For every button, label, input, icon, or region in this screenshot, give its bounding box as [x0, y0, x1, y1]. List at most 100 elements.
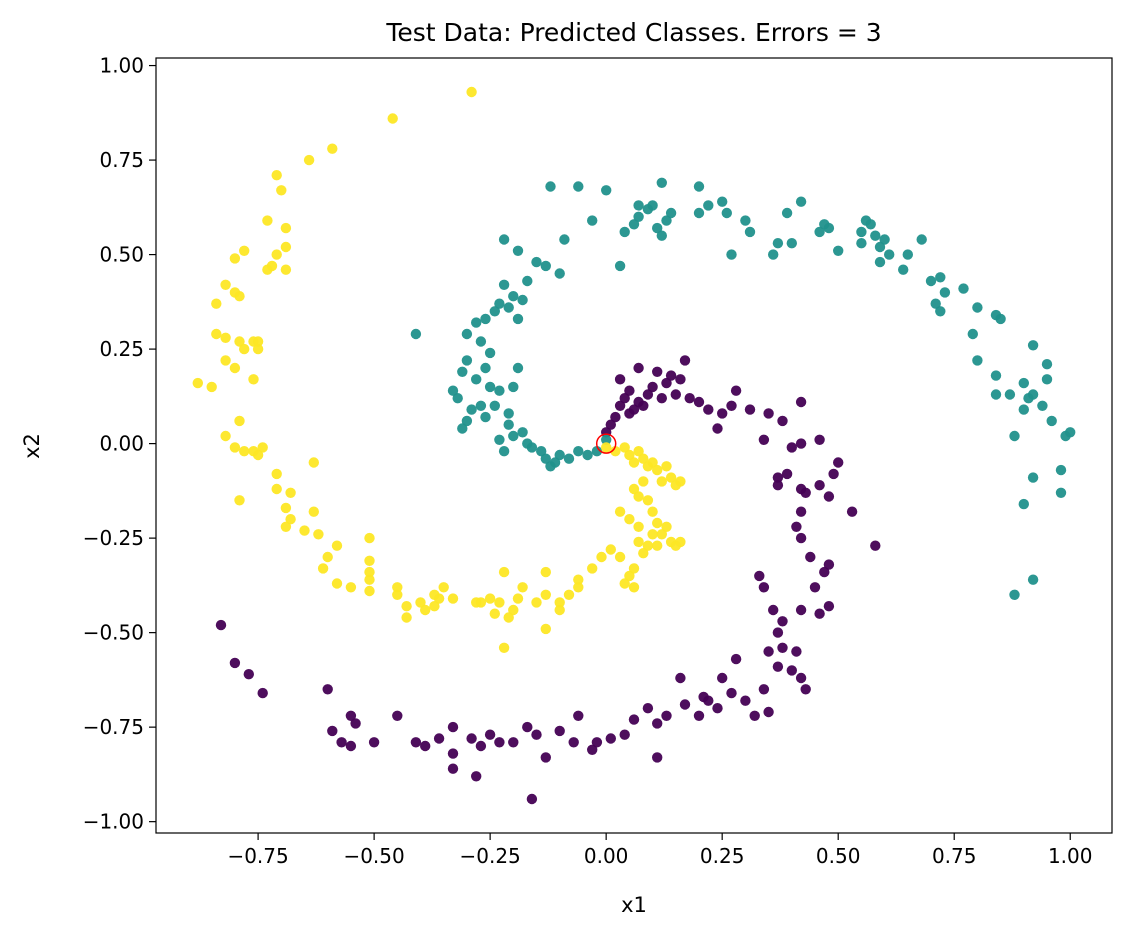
- scatter-point-class-0: [229, 657, 241, 669]
- scatter-point-class-0: [814, 434, 825, 445]
- scatter-point-class-0: [568, 737, 579, 748]
- scatter-point-class-2: [554, 597, 565, 608]
- scatter-point-class-2: [280, 241, 292, 253]
- scatter-point-class-2: [498, 642, 510, 653]
- scatter-point-class-2: [271, 170, 282, 181]
- scatter-point-class-1: [461, 415, 473, 427]
- scatter-point-class-0: [605, 733, 616, 744]
- scatter-point-class-2: [234, 415, 245, 427]
- scatter-point-class-1: [503, 408, 514, 419]
- scatter-point-class-2: [364, 585, 375, 597]
- scatter-point-class-2: [633, 446, 644, 457]
- scatter-point-class-2: [345, 582, 357, 593]
- scatter-point-class-1: [656, 177, 667, 188]
- scatter-point-class-1: [512, 362, 524, 374]
- scatter-point-class-2: [239, 446, 250, 457]
- scatter-point-class-0: [591, 737, 603, 748]
- scatter-point-class-0: [772, 472, 784, 483]
- scatter-point-class-0: [693, 396, 705, 408]
- scatter-point-class-0: [614, 400, 626, 411]
- scatter-point-class-2: [573, 582, 584, 593]
- scatter-point-class-2: [276, 185, 287, 196]
- scatter-point-class-2: [206, 381, 217, 393]
- scatter-point-class-2: [271, 483, 282, 495]
- scatter-point-class-2: [563, 589, 575, 600]
- scatter-point-class-2: [587, 563, 598, 574]
- scatter-point-class-2: [257, 442, 268, 453]
- scatter-point-class-1: [874, 256, 886, 268]
- scatter-point-class-1: [489, 400, 500, 411]
- scatter-point-class-2: [239, 343, 250, 355]
- scatter-point-class-0: [345, 710, 357, 721]
- y-tick-label: −0.25: [83, 526, 144, 550]
- scatter-point-class-1: [1018, 498, 1029, 510]
- scatter-point-class-2: [652, 517, 663, 529]
- scatter-point-class-1: [1055, 464, 1067, 476]
- y-tick-label: −0.50: [83, 621, 144, 645]
- scatter-point-class-2: [624, 514, 635, 525]
- scatter-point-class-1: [703, 200, 714, 211]
- scatter-point-class-1: [879, 234, 890, 245]
- scatter-point-class-1: [1037, 400, 1048, 411]
- scatter-point-class-2: [220, 279, 231, 290]
- scatter-point-class-2: [633, 491, 644, 502]
- scatter-point-class-1: [591, 446, 603, 457]
- scatter-point-class-2: [220, 332, 231, 343]
- scatter-point-class-0: [744, 404, 756, 415]
- scatter-point-class-0: [628, 714, 640, 725]
- scatter-point-class-1: [647, 200, 658, 211]
- scatter-point-class-1: [656, 230, 667, 241]
- scatter-point-class-0: [447, 748, 459, 759]
- scatter-point-class-1: [554, 449, 565, 461]
- scatter-point-class-1: [990, 370, 1002, 381]
- scatter-point-class-0: [633, 362, 644, 374]
- scatter-point-class-1: [972, 302, 983, 313]
- scatter-point-class-0: [679, 699, 691, 710]
- scatter-point-class-1: [447, 385, 459, 396]
- scatter-point-class-2: [420, 604, 431, 616]
- scatter-point-class-0: [809, 582, 821, 593]
- x-tick-label: −0.75: [227, 844, 288, 868]
- scatter-point-class-2: [262, 215, 273, 226]
- scatter-point-class-1: [740, 215, 751, 226]
- scatter-point-class-1: [484, 381, 496, 393]
- x-tick-label: 1.00: [1048, 844, 1093, 868]
- scatter-point-class-2: [647, 506, 658, 517]
- scatter-point-class-2: [531, 597, 542, 608]
- scatter-point-class-1: [693, 207, 705, 219]
- scatter-point-class-1: [1018, 404, 1029, 415]
- scatter-point-class-1: [498, 446, 510, 457]
- scatter-point-class-2: [642, 540, 654, 551]
- scatter-point-class-1: [652, 222, 663, 234]
- scatter-point-class-2: [429, 601, 440, 612]
- scatter-point-class-1: [1041, 359, 1053, 370]
- scatter-point-class-0: [624, 385, 635, 396]
- scatter-point-class-0: [805, 551, 816, 563]
- scatter-point-class-2: [573, 574, 584, 585]
- scatter-point-class-2: [638, 548, 649, 559]
- scatter-point-class-0: [420, 740, 431, 752]
- scatter-point-class-2: [466, 86, 477, 98]
- scatter-point-class-1: [726, 249, 737, 260]
- scatter-point-class-0: [345, 740, 357, 752]
- scatter-point-class-2: [503, 612, 514, 623]
- scatter-point-class-0: [777, 415, 788, 427]
- scatter-point-class-0: [786, 665, 797, 676]
- scatter-point-class-0: [610, 411, 621, 423]
- scatter-point-class-2: [229, 362, 241, 374]
- scatter-point-class-2: [313, 529, 324, 540]
- scatter-point-class-2: [628, 483, 640, 495]
- scatter-point-class-0: [800, 487, 811, 498]
- scatter-point-class-2: [675, 476, 686, 487]
- scatter-point-class-2: [605, 544, 616, 555]
- scatter-point-class-2: [248, 446, 259, 457]
- scatter-point-class-2: [364, 566, 375, 578]
- scatter-point-class-1: [582, 449, 593, 461]
- scatter-point-class-0: [619, 393, 630, 404]
- scatter-point-class-2: [331, 578, 343, 589]
- scatter-point-class-0: [795, 396, 807, 408]
- scatter-point-class-0: [795, 672, 807, 684]
- scatter-point-class-0: [763, 408, 774, 419]
- scatter-point-class-0: [652, 718, 663, 729]
- scatter-point-class-0: [758, 684, 770, 695]
